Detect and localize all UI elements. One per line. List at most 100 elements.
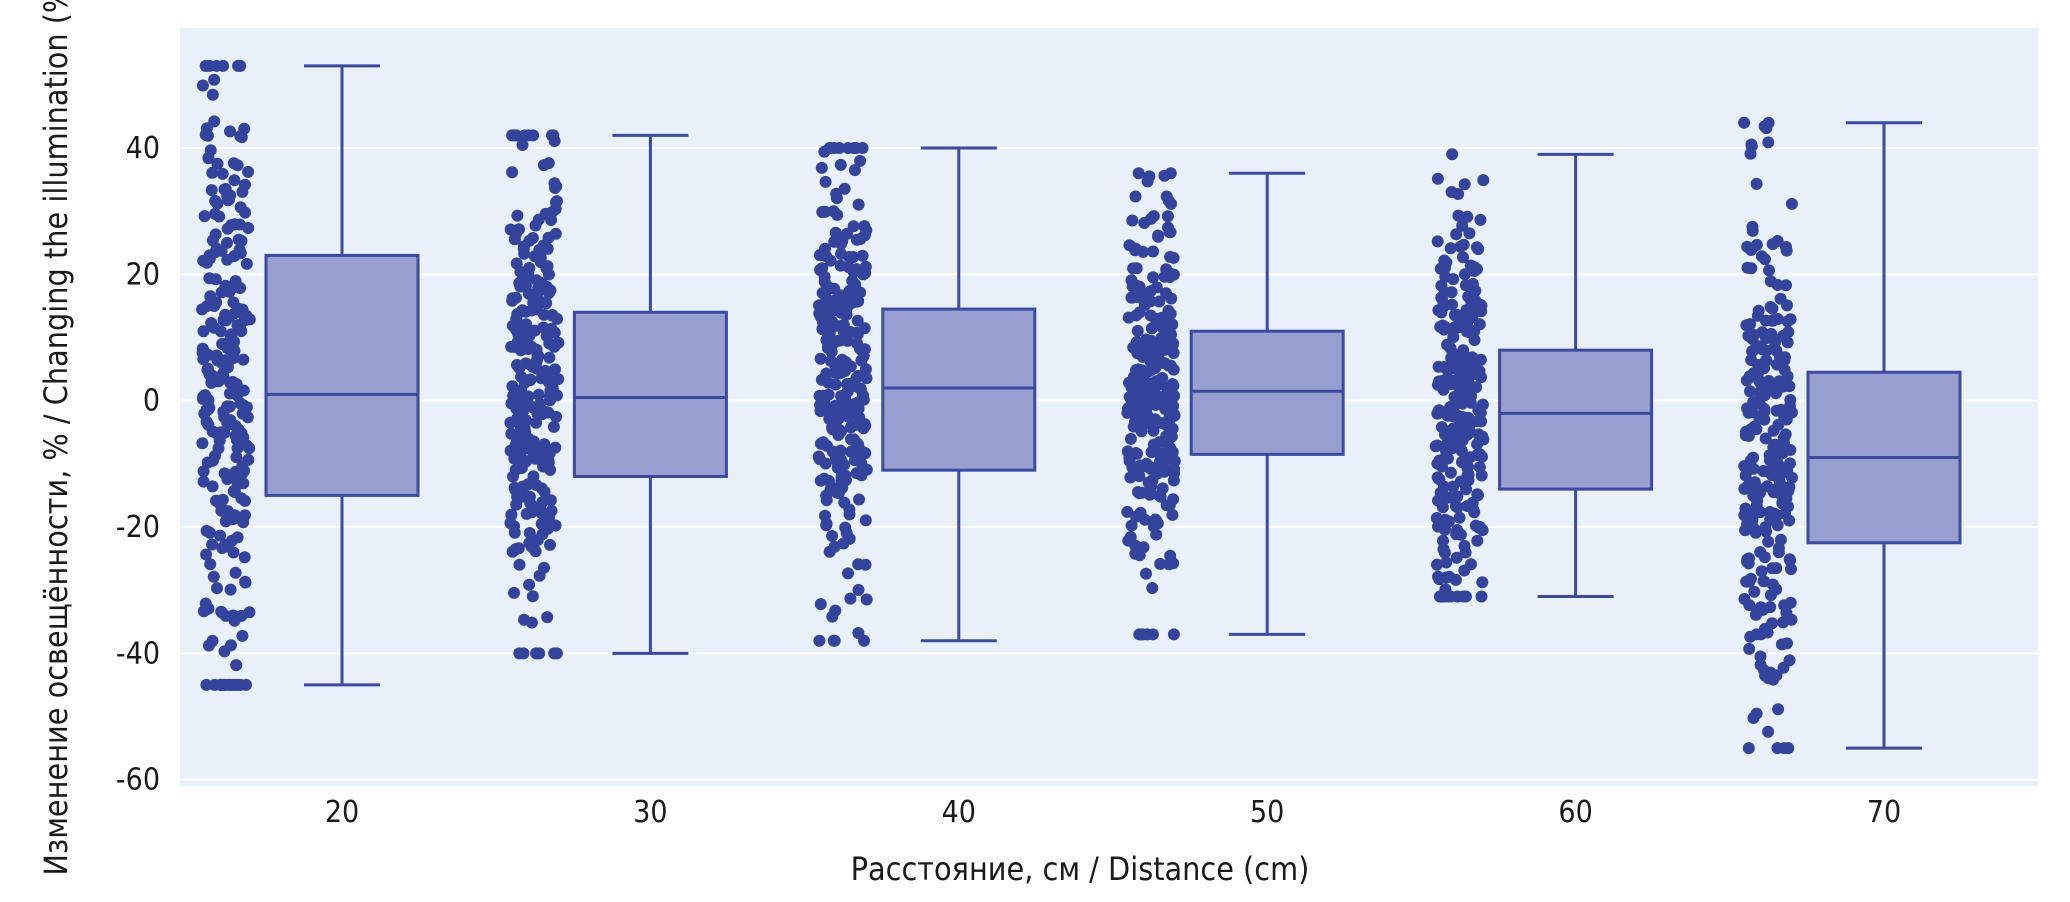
strip-point (1163, 271, 1176, 283)
strip-point (1783, 553, 1796, 566)
strip-point (549, 363, 561, 376)
strip-point (1468, 506, 1481, 519)
strip-point (1438, 285, 1451, 298)
strip-point (854, 154, 867, 167)
y-tick-label: -40 (116, 636, 160, 671)
strip-point (198, 210, 211, 223)
x-tick-label: 60 (1558, 795, 1592, 830)
strip-point (237, 353, 250, 366)
strip-point (1771, 443, 1784, 456)
strip-point (546, 206, 559, 219)
strip-point (543, 337, 556, 350)
strip-point (1437, 534, 1449, 547)
strip-point (1463, 421, 1476, 433)
strip-point (513, 558, 526, 571)
strip-point (1785, 563, 1797, 576)
strip-point (516, 139, 529, 151)
strip-point (1138, 460, 1151, 473)
strip-point (858, 464, 871, 477)
strip-point (208, 300, 221, 312)
strip-point (842, 261, 855, 274)
strip-point (240, 309, 253, 322)
strip-point (542, 375, 555, 388)
strip-point (1457, 238, 1470, 251)
strip-point (543, 351, 556, 364)
strip-point (207, 570, 220, 583)
strip-point (544, 394, 556, 407)
strip-point (219, 279, 232, 292)
strip-point (1778, 354, 1791, 367)
strip-point (1459, 546, 1472, 559)
x-tick-label: 50 (1250, 795, 1284, 830)
strip-point (508, 526, 521, 539)
strip-point (240, 257, 253, 270)
strip-point (1477, 433, 1490, 446)
strip-point (525, 304, 538, 317)
strip-point (827, 482, 840, 495)
strip-point (1750, 499, 1763, 512)
strip-point (1771, 279, 1784, 291)
strip-point (830, 192, 843, 205)
strip-point (1135, 425, 1148, 438)
strip-point (818, 145, 831, 158)
strip-point (542, 456, 555, 469)
strip-point (544, 284, 557, 297)
strip-point (1749, 608, 1762, 621)
strip-point (504, 517, 517, 530)
strip-point (1472, 489, 1484, 502)
strip-point (540, 297, 553, 310)
strip-point (505, 508, 518, 521)
strip-point (1738, 116, 1751, 129)
strip-point (237, 384, 250, 397)
strip-point (1744, 385, 1756, 398)
strip-point (1167, 628, 1180, 641)
strip-point (206, 166, 219, 179)
strip-point (1167, 474, 1180, 487)
strip-point (215, 504, 228, 517)
strip-point (535, 277, 548, 290)
strip-point (1164, 226, 1177, 239)
strip-point (199, 389, 212, 402)
strip-point (549, 227, 562, 240)
strip-point (1124, 432, 1137, 445)
strip-point (1453, 511, 1466, 524)
strip-point (1433, 573, 1446, 586)
strip-point (1474, 353, 1487, 366)
strip-point (1121, 445, 1134, 458)
strip-point (1780, 606, 1793, 619)
strip-point (1475, 590, 1488, 603)
strip-point (858, 634, 870, 647)
strip-point (1460, 483, 1473, 496)
strip-point (1470, 241, 1483, 254)
strip-point (1447, 324, 1460, 337)
strip-point (1156, 321, 1168, 333)
strip-point (1144, 295, 1157, 308)
strip-point (1143, 170, 1156, 183)
strip-point (230, 659, 243, 672)
strip-point (1781, 637, 1793, 650)
strip-point (1772, 703, 1785, 716)
strip-point (1145, 322, 1158, 335)
strip-point (1149, 398, 1162, 411)
strip-point (1747, 451, 1760, 464)
y-axis-ticks: 40 20 0 -20 -40 -60 (116, 131, 160, 798)
strip-point (823, 328, 836, 341)
strip-point (227, 296, 240, 309)
strip-point (851, 418, 864, 431)
strip-point (203, 272, 216, 285)
strip-point (1747, 462, 1760, 475)
strip-point (814, 352, 827, 365)
strip-point (242, 165, 255, 178)
strip-point (852, 583, 865, 596)
strip-point (205, 184, 218, 197)
strip-point (206, 538, 219, 551)
strip-point (842, 567, 854, 580)
strip-point (218, 467, 231, 480)
strip-point (838, 496, 851, 509)
strip-point (849, 454, 861, 467)
strip-point (1468, 264, 1481, 277)
strip-point (537, 159, 550, 172)
strip-point (1164, 549, 1177, 562)
strip-point (1474, 213, 1487, 226)
strip-point (235, 325, 248, 338)
